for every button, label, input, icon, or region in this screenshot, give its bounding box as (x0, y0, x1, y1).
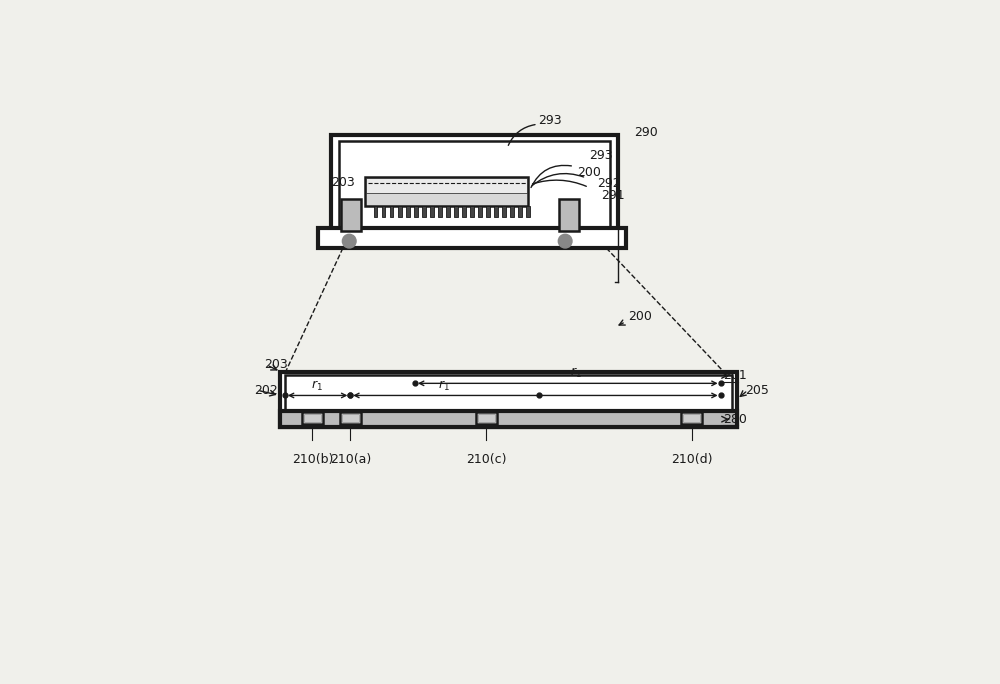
Text: $r_1$: $r_1$ (438, 379, 450, 393)
Bar (470, 206, 474, 218)
Bar (518, 206, 522, 218)
Text: 290: 290 (634, 126, 657, 139)
Text: $r_1$: $r_1$ (570, 365, 582, 380)
Text: 200: 200 (628, 310, 652, 323)
Bar (406, 206, 410, 218)
Bar (430, 206, 434, 218)
Bar (366, 178, 527, 193)
Bar (494, 206, 498, 218)
Circle shape (558, 235, 572, 248)
Bar (681, 412, 702, 424)
Text: 203: 203 (264, 358, 288, 371)
Bar (304, 415, 321, 422)
Circle shape (342, 235, 356, 248)
Text: 200: 200 (577, 166, 601, 179)
Text: 280: 280 (723, 412, 747, 425)
Bar (414, 206, 418, 218)
Bar (390, 206, 393, 218)
Bar (559, 199, 579, 231)
Text: 291: 291 (601, 189, 625, 202)
Bar (478, 415, 495, 422)
Bar (280, 372, 737, 427)
Text: 210(d): 210(d) (671, 453, 712, 466)
Bar (446, 206, 450, 218)
Bar (365, 177, 528, 206)
Bar (476, 412, 497, 424)
Bar (302, 412, 323, 424)
Bar (280, 411, 737, 427)
Text: 293: 293 (538, 114, 561, 127)
Text: 293: 293 (589, 149, 612, 162)
Bar (339, 141, 610, 231)
Bar (526, 206, 530, 218)
Text: 202: 202 (254, 384, 278, 397)
Bar (502, 206, 506, 218)
Text: 292: 292 (597, 176, 620, 189)
Bar (341, 199, 361, 231)
Bar (331, 135, 618, 237)
Text: $r_1$: $r_1$ (311, 379, 323, 393)
Bar (454, 206, 458, 218)
Bar (318, 228, 626, 248)
Bar (683, 415, 700, 422)
Bar (478, 206, 482, 218)
Bar (438, 206, 442, 218)
Text: 205: 205 (745, 384, 769, 397)
Bar (382, 206, 385, 218)
Bar (340, 412, 361, 424)
Text: 210(a): 210(a) (330, 453, 371, 466)
Bar (398, 206, 402, 218)
Text: 203: 203 (331, 176, 355, 189)
Text: 210(c): 210(c) (466, 453, 506, 466)
Bar (462, 206, 466, 218)
Bar (342, 415, 359, 422)
Bar (510, 206, 514, 218)
Bar (374, 206, 377, 218)
Bar (422, 206, 426, 218)
Bar (285, 376, 732, 411)
Text: 210(b): 210(b) (292, 453, 333, 466)
Bar (486, 206, 490, 218)
Text: 201: 201 (723, 369, 747, 382)
